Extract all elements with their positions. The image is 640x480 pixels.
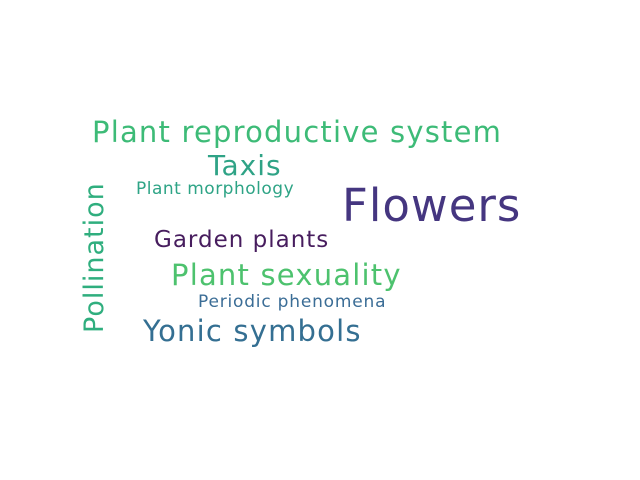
word-periodic-phenomena: Periodic phenomena <box>198 292 387 312</box>
word-plant-morphology: Plant morphology <box>136 179 295 199</box>
word-plant-sexuality: Plant sexuality <box>171 258 402 292</box>
word-taxis: Taxis <box>208 149 282 182</box>
word-flowers: Flowers <box>342 179 522 232</box>
word-pollination: Pollination <box>79 182 110 333</box>
word-garden-plants: Garden plants <box>154 227 330 253</box>
word-plant-reproductive-system: Plant reproductive system <box>92 115 503 149</box>
word-yonic-symbols: Yonic symbols <box>143 314 362 348</box>
